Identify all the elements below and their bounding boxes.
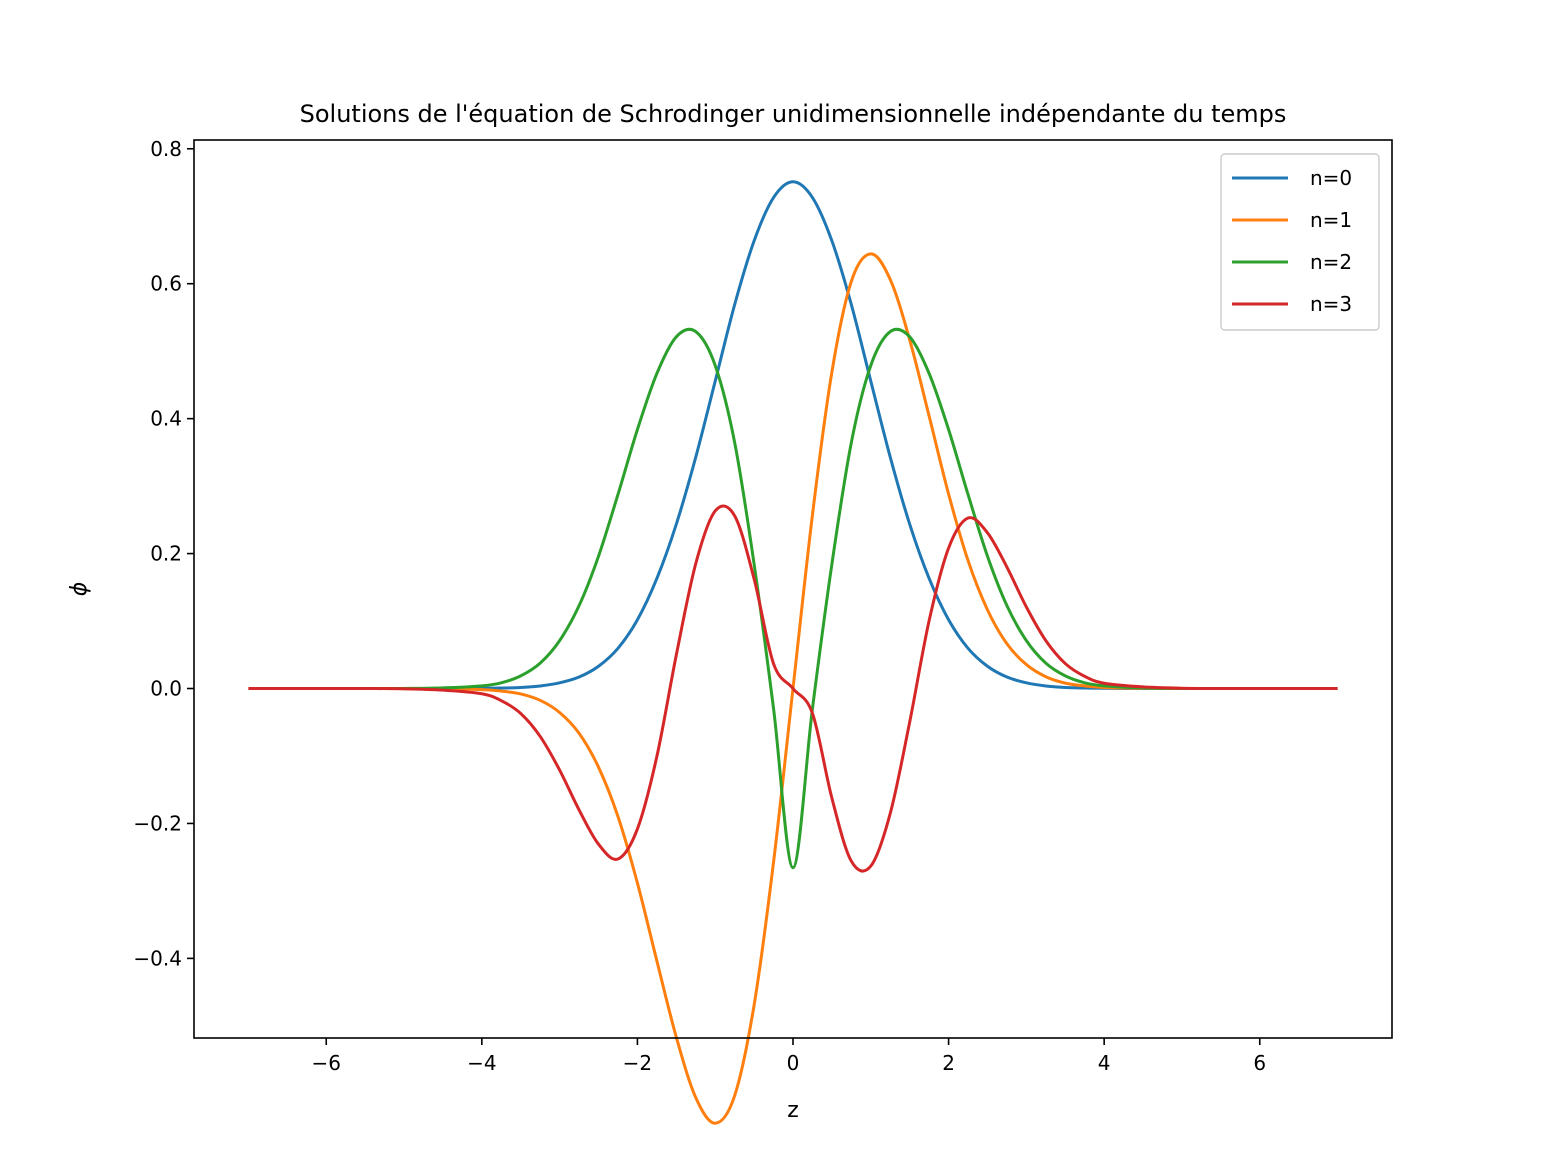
legend: n=0 n=1 n=2 n=3 [1220, 153, 1380, 331]
x-axis: −6 −4 −2 0 2 4 6 [312, 1038, 1266, 1075]
x-tick-label: 6 [1253, 1051, 1266, 1075]
x-tick-label: −4 [467, 1051, 496, 1075]
x-tick-label: 0 [787, 1051, 800, 1075]
series-line-n=3 [248, 504, 1338, 873]
y-tick-label: 0.4 [150, 407, 182, 431]
x-tick-label: 2 [942, 1051, 955, 1075]
legend-label: n=3 [1310, 292, 1352, 316]
legend-label: n=2 [1310, 250, 1352, 274]
series-layer [248, 180, 1338, 1125]
y-axis: −0.4 −0.2 0.0 0.2 0.4 0.6 0.8 [133, 137, 194, 970]
x-tick-label: −2 [623, 1051, 652, 1075]
x-tick-label: −6 [312, 1051, 341, 1075]
x-axis-title: z [787, 1098, 799, 1123]
y-tick-label: 0.2 [150, 542, 182, 566]
y-tick-label: 0.0 [150, 677, 182, 701]
legend-label: n=0 [1310, 166, 1352, 190]
series-line-n=2 [248, 327, 1338, 870]
legend-label: n=1 [1310, 208, 1352, 232]
x-tick-label: 4 [1098, 1051, 1111, 1075]
y-tick-label: −0.2 [133, 811, 182, 835]
y-tick-label: 0.6 [150, 272, 182, 296]
y-tick-label: −0.4 [133, 946, 182, 970]
y-tick-label: 0.8 [150, 137, 182, 161]
y-axis-title: ϕ [67, 582, 92, 597]
series-line-n=0 [248, 180, 1338, 691]
legend-frame [1220, 153, 1380, 331]
chart-title: Solutions de l'équation de Schrodinger u… [300, 100, 1287, 128]
